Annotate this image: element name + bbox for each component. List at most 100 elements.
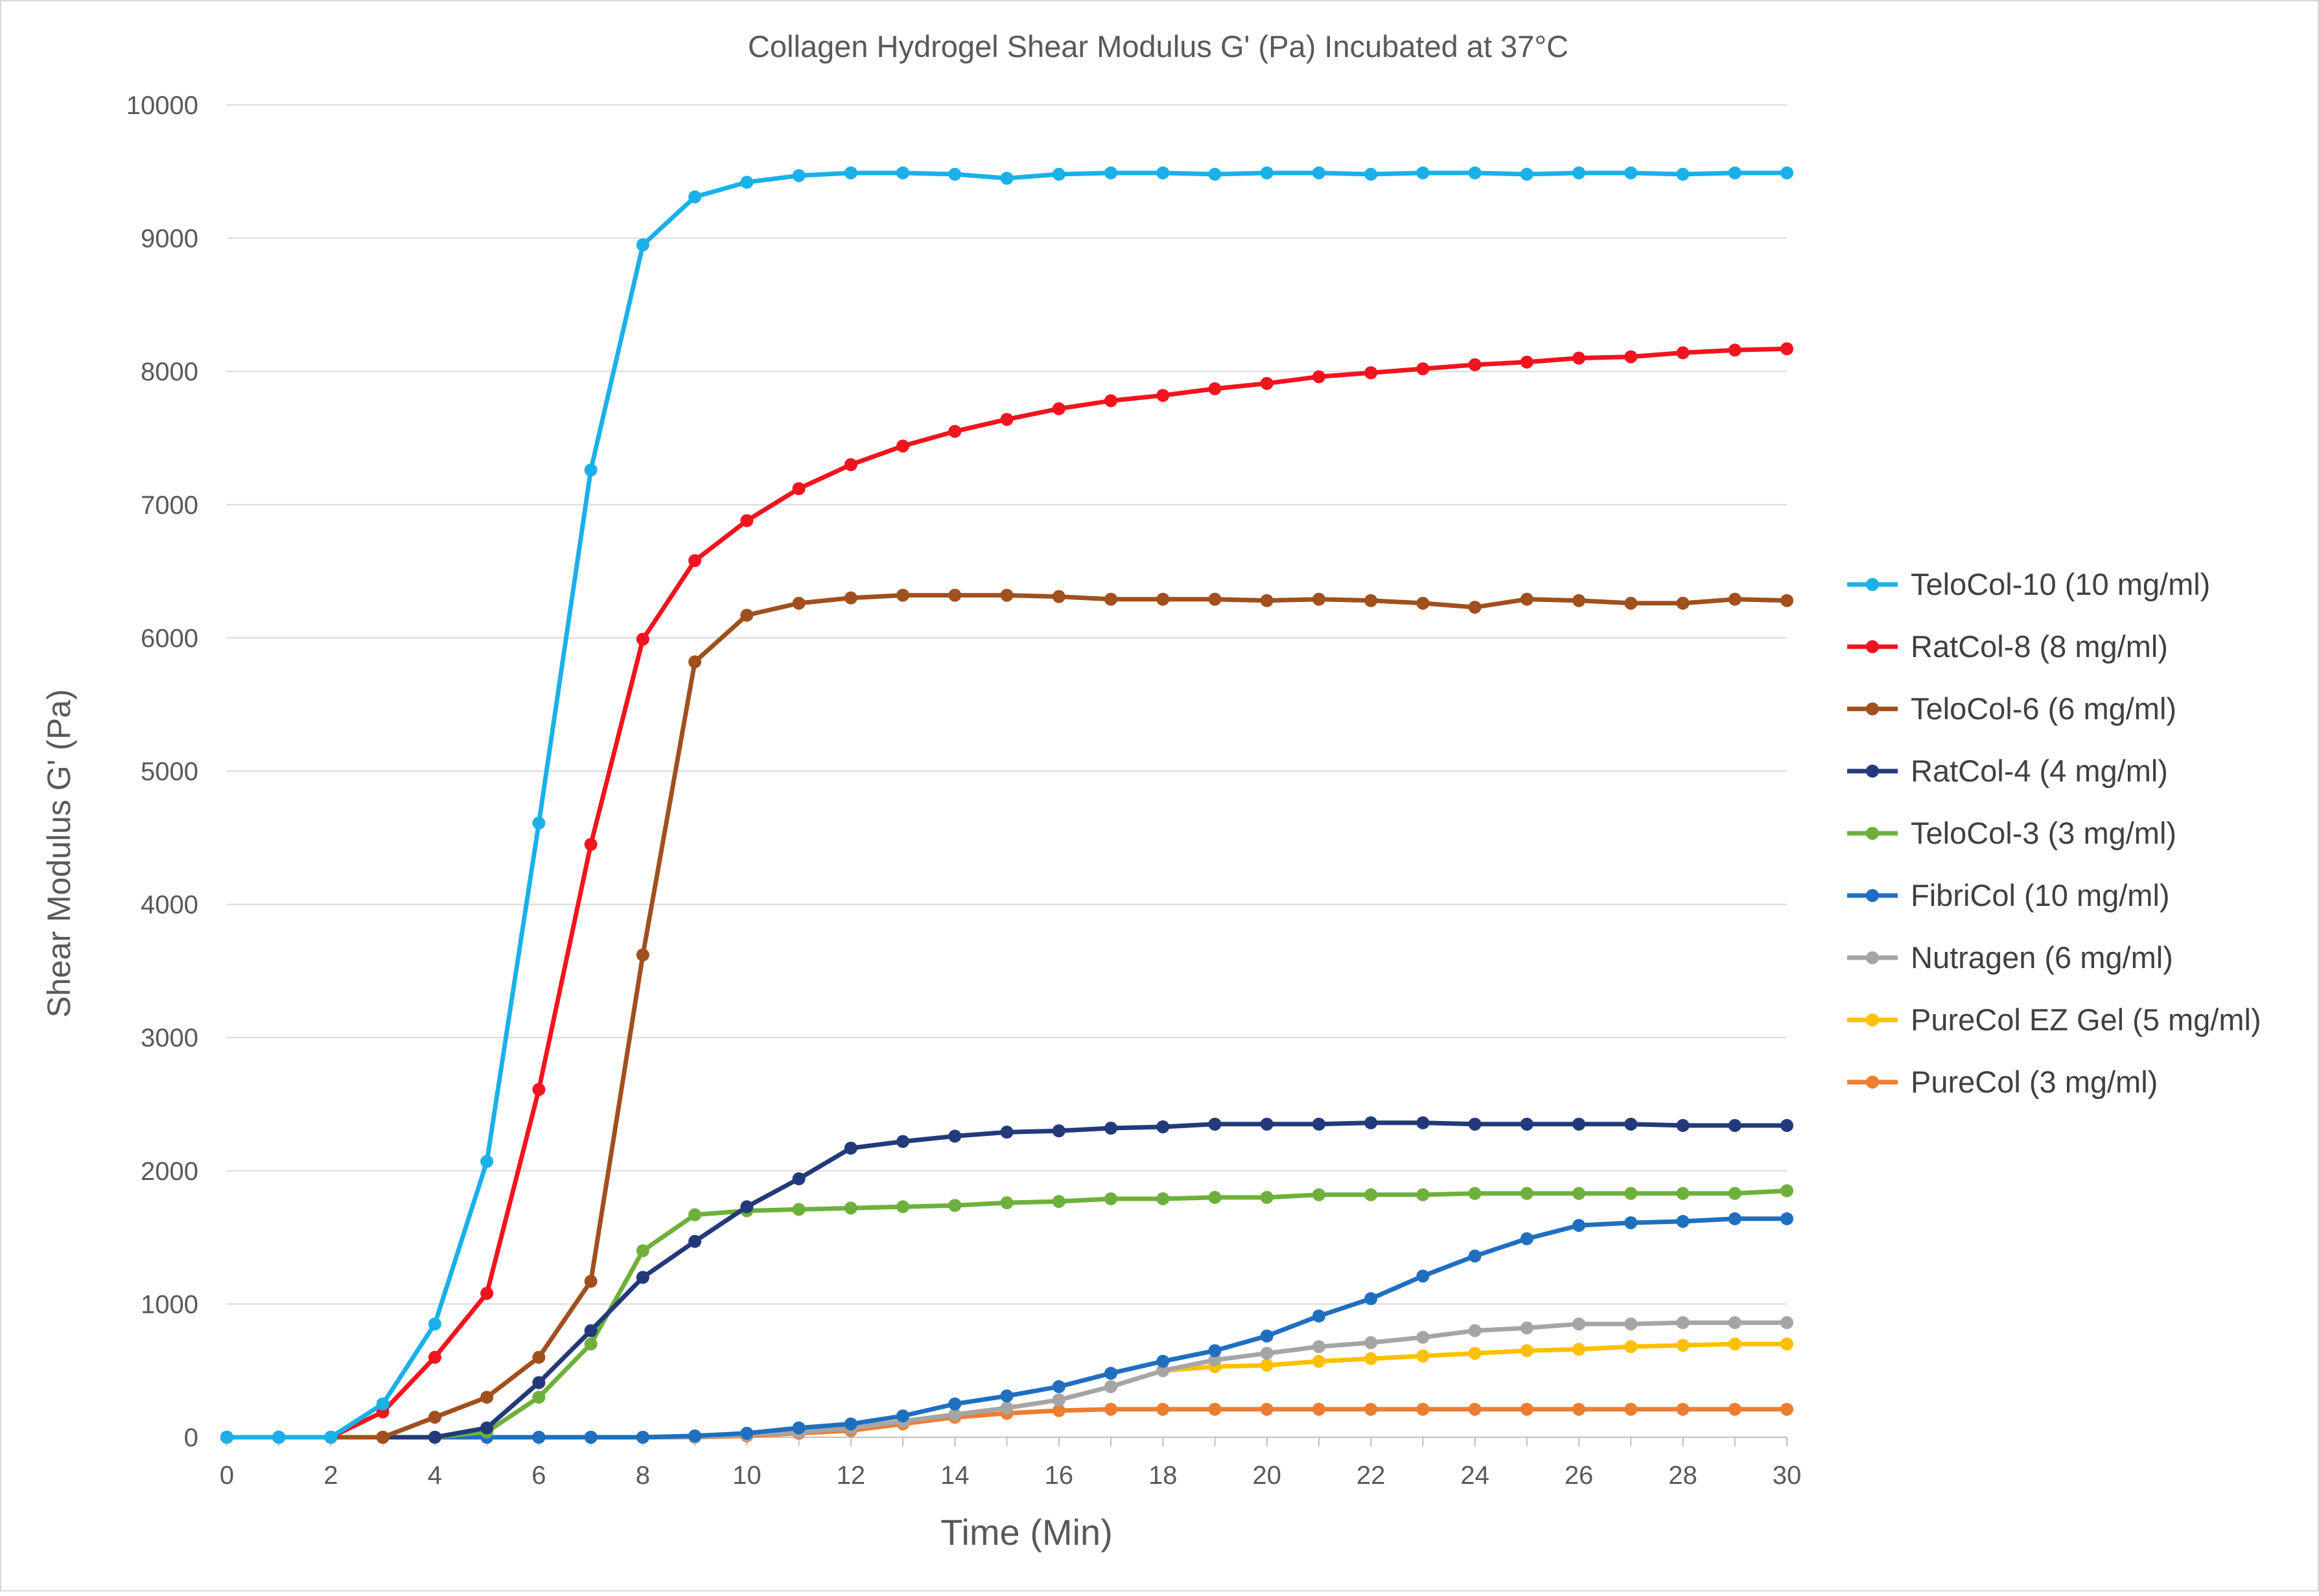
data-point xyxy=(1104,1380,1117,1393)
data-point xyxy=(1676,1339,1690,1352)
data-point xyxy=(740,608,754,622)
data-point xyxy=(1312,370,1325,384)
data-point xyxy=(1416,1330,1430,1344)
data-point xyxy=(1780,1212,1793,1225)
data-point xyxy=(532,1431,546,1444)
series-6 xyxy=(220,1316,1793,1444)
data-point xyxy=(1624,1186,1638,1200)
y-tick-label: 5000 xyxy=(141,758,198,786)
data-point xyxy=(1468,1186,1482,1200)
data-point xyxy=(1624,350,1638,364)
data-point xyxy=(688,554,702,568)
data-point xyxy=(1624,1402,1638,1416)
data-point xyxy=(948,167,962,181)
data-point xyxy=(1572,1117,1586,1131)
legend-label: RatCol-4 (4 mg/ml) xyxy=(1911,754,2168,788)
data-point xyxy=(1312,166,1325,179)
series-0 xyxy=(220,166,1793,1444)
data-point xyxy=(1780,1118,1793,1132)
data-point xyxy=(896,1135,910,1148)
data-point xyxy=(1416,1349,1430,1363)
data-point xyxy=(1000,172,1014,185)
data-point xyxy=(1208,382,1222,395)
data-point xyxy=(1104,1192,1117,1205)
data-point xyxy=(1780,1402,1793,1416)
data-point xyxy=(1780,166,1793,179)
series-line xyxy=(224,170,1789,1440)
data-point xyxy=(1052,402,1066,415)
data-point xyxy=(1520,1344,1533,1358)
data-point xyxy=(1520,1232,1533,1245)
legend-label: TeloCol-3 (3 mg/ml) xyxy=(1911,816,2176,850)
x-tick-label: 0 xyxy=(220,1461,234,1490)
data-point xyxy=(1156,166,1170,179)
data-point xyxy=(480,1421,494,1435)
data-point xyxy=(1780,1337,1793,1351)
data-point xyxy=(844,1201,857,1215)
y-tick-label: 0 xyxy=(184,1424,198,1452)
data-point xyxy=(1156,1192,1170,1205)
x-tick-label: 20 xyxy=(1252,1461,1281,1490)
data-point xyxy=(1364,366,1378,380)
data-point xyxy=(1000,1196,1014,1210)
data-point xyxy=(1624,166,1638,179)
legend-label: TeloCol-6 (6 mg/ml) xyxy=(1911,691,2176,726)
data-point xyxy=(1260,166,1274,179)
y-tick-label: 1000 xyxy=(141,1290,198,1319)
data-point xyxy=(1728,1212,1742,1225)
data-point xyxy=(1104,166,1117,179)
x-axis-title: Time (Min) xyxy=(940,1512,1112,1553)
data-point xyxy=(1312,1402,1325,1416)
legend-entry: TeloCol-3 (3 mg/ml) xyxy=(1847,816,2176,850)
data-point xyxy=(428,1431,441,1444)
data-point xyxy=(1052,1393,1066,1407)
data-point xyxy=(1520,1402,1533,1416)
data-point xyxy=(428,1411,441,1424)
data-point xyxy=(1156,389,1170,402)
data-point xyxy=(844,1417,857,1431)
data-point xyxy=(584,1337,598,1351)
data-point xyxy=(688,655,702,669)
data-point xyxy=(1624,1117,1638,1131)
data-point xyxy=(1052,590,1066,603)
data-point xyxy=(1728,1186,1742,1200)
data-point xyxy=(480,1155,494,1168)
data-point xyxy=(1468,1324,1482,1337)
data-point xyxy=(1364,1352,1378,1365)
data-point xyxy=(1520,355,1533,369)
data-point xyxy=(1104,1122,1117,1135)
data-point xyxy=(1260,1329,1274,1343)
legend-label: TeloCol-10 (10 mg/ml) xyxy=(1911,567,2210,601)
data-point xyxy=(636,1431,649,1444)
x-tick-label: 14 xyxy=(940,1461,970,1490)
data-point xyxy=(1728,1118,1742,1132)
legend-entry: FibriCol (10 mg/ml) xyxy=(1847,878,2170,912)
data-point xyxy=(324,1431,338,1444)
legend-swatch-marker xyxy=(1866,702,1879,715)
data-point xyxy=(792,1172,806,1186)
data-point xyxy=(1572,166,1586,179)
data-point xyxy=(584,1324,598,1337)
data-point xyxy=(740,514,754,527)
series-line xyxy=(224,1320,1789,1440)
data-point xyxy=(1364,1336,1378,1350)
series-line xyxy=(224,593,1789,1440)
data-point xyxy=(1572,351,1586,365)
data-point xyxy=(1364,167,1378,181)
grid xyxy=(227,104,1787,1305)
data-point xyxy=(636,948,649,962)
data-point xyxy=(1312,1354,1325,1368)
data-point xyxy=(1000,1126,1014,1139)
data-point xyxy=(428,1350,441,1364)
y-tick-label: 4000 xyxy=(141,891,198,919)
data-point xyxy=(1520,592,1533,606)
data-point xyxy=(1676,596,1690,610)
data-point xyxy=(740,176,754,189)
data-point xyxy=(1676,1214,1690,1228)
legend-entry: PureCol EZ Gel (5 mg/ml) xyxy=(1847,1002,2261,1037)
data-point xyxy=(532,816,546,830)
data-point xyxy=(1156,592,1170,606)
data-point xyxy=(1260,1402,1274,1416)
data-point xyxy=(896,1409,910,1423)
